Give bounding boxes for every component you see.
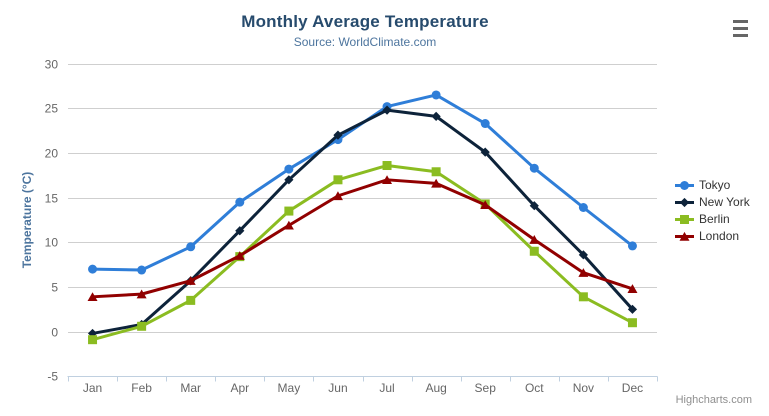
x-axis-label: Jun	[328, 381, 347, 395]
data-point-tokyo	[431, 90, 441, 100]
x-axis-label: Sep	[475, 381, 497, 395]
legend-item-tokyo[interactable]: Tokyo	[675, 177, 750, 193]
data-point-berlin	[284, 206, 294, 216]
legend-marker	[680, 180, 689, 190]
legend-item-label: London	[699, 229, 740, 243]
y-axis-label: 15	[45, 192, 59, 206]
x-axis-label: Jan	[83, 381, 102, 395]
data-point-berlin	[333, 175, 343, 185]
legend-diamond-icon	[675, 197, 694, 207]
data-point-new-york	[627, 304, 638, 314]
data-point-new-york	[333, 130, 343, 140]
data-point-tokyo	[235, 197, 245, 207]
legend-item-berlin[interactable]: Berlin	[675, 211, 750, 227]
data-point-tokyo	[186, 242, 196, 252]
legend-marker	[680, 214, 689, 224]
highcharts-credits-link[interactable]: Highcharts.com	[675, 394, 752, 406]
data-point-new-york	[529, 201, 539, 211]
data-point-new-york	[431, 111, 441, 121]
data-point-tokyo	[284, 164, 294, 174]
data-point-berlin	[88, 335, 98, 345]
x-axis-label: Apr	[230, 381, 249, 395]
data-point-berlin	[431, 167, 441, 177]
y-axis-label: 20	[45, 147, 59, 161]
data-point-berlin	[627, 318, 637, 328]
y-axis-title: Temperature (°C)	[20, 171, 34, 269]
data-point-london	[578, 268, 589, 277]
data-point-berlin	[382, 161, 392, 171]
legend-circle-icon	[675, 180, 694, 190]
series-line-london	[91, 178, 634, 299]
data-point-tokyo	[578, 202, 588, 212]
data-point-london	[136, 289, 147, 299]
data-point-berlin	[137, 321, 147, 331]
y-axis-label: 10	[45, 236, 59, 250]
data-point-london	[332, 191, 343, 201]
series-line-new-york	[91, 108, 634, 335]
data-point-london	[87, 292, 98, 302]
y-axis-label: -5	[47, 370, 58, 384]
y-axis-label: 0	[51, 326, 58, 340]
data-point-london	[234, 251, 245, 260]
context-menu-button[interactable]	[730, 20, 750, 37]
data-point-london	[627, 284, 638, 293]
legend-square-icon	[675, 214, 694, 224]
data-point-new-york	[382, 105, 392, 115]
legend-item-label: New York	[699, 195, 750, 209]
data-point-london	[480, 200, 491, 210]
data-point-new-york	[235, 226, 245, 236]
y-axis-label: 5	[51, 281, 58, 295]
legend-item-label: Tokyo	[699, 178, 731, 192]
data-point-tokyo	[88, 264, 98, 274]
legend-item-new-york[interactable]: New York	[675, 194, 750, 210]
series-new-york	[87, 105, 638, 339]
data-point-tokyo	[137, 265, 147, 275]
legend-item-london[interactable]: London	[675, 228, 750, 244]
data-point-tokyo	[627, 241, 637, 251]
legend-triangle-icon	[675, 231, 694, 241]
data-point-london	[283, 220, 294, 230]
legend: Tokyo New York Berlin London	[675, 177, 750, 245]
data-point-tokyo	[529, 163, 539, 173]
legend-marker	[679, 231, 690, 241]
data-point-berlin	[578, 292, 588, 302]
hamburger-menu-icon	[732, 27, 748, 30]
legend-marker	[679, 197, 690, 207]
series-london	[87, 175, 638, 302]
x-axis-label: May	[278, 381, 301, 395]
x-axis-label: Oct	[525, 381, 544, 395]
data-point-new-york	[578, 250, 588, 260]
legend-item-label: Berlin	[699, 212, 730, 226]
series-line-berlin	[91, 164, 634, 342]
data-point-berlin	[186, 295, 196, 305]
y-axis-label: 25	[45, 102, 59, 116]
data-point-london	[185, 276, 196, 285]
series-tokyo	[88, 90, 637, 275]
x-axis-label: Mar	[180, 381, 201, 395]
data-point-london	[431, 178, 442, 188]
data-point-new-york	[480, 147, 490, 157]
x-axis-label: Nov	[573, 381, 594, 395]
x-axis-label: Feb	[131, 381, 152, 395]
x-axis-label: Aug	[425, 381, 446, 395]
hamburger-menu-icon	[732, 34, 748, 37]
data-point-new-york	[284, 175, 294, 185]
data-point-london	[529, 235, 540, 244]
y-axis-label: 30	[45, 58, 59, 72]
x-axis-label: Dec	[622, 381, 643, 395]
data-point-berlin	[529, 246, 539, 256]
data-point-tokyo	[480, 119, 490, 129]
x-axis-label: Jul	[379, 381, 394, 395]
data-point-london	[382, 175, 393, 185]
hamburger-menu-icon	[732, 20, 748, 23]
